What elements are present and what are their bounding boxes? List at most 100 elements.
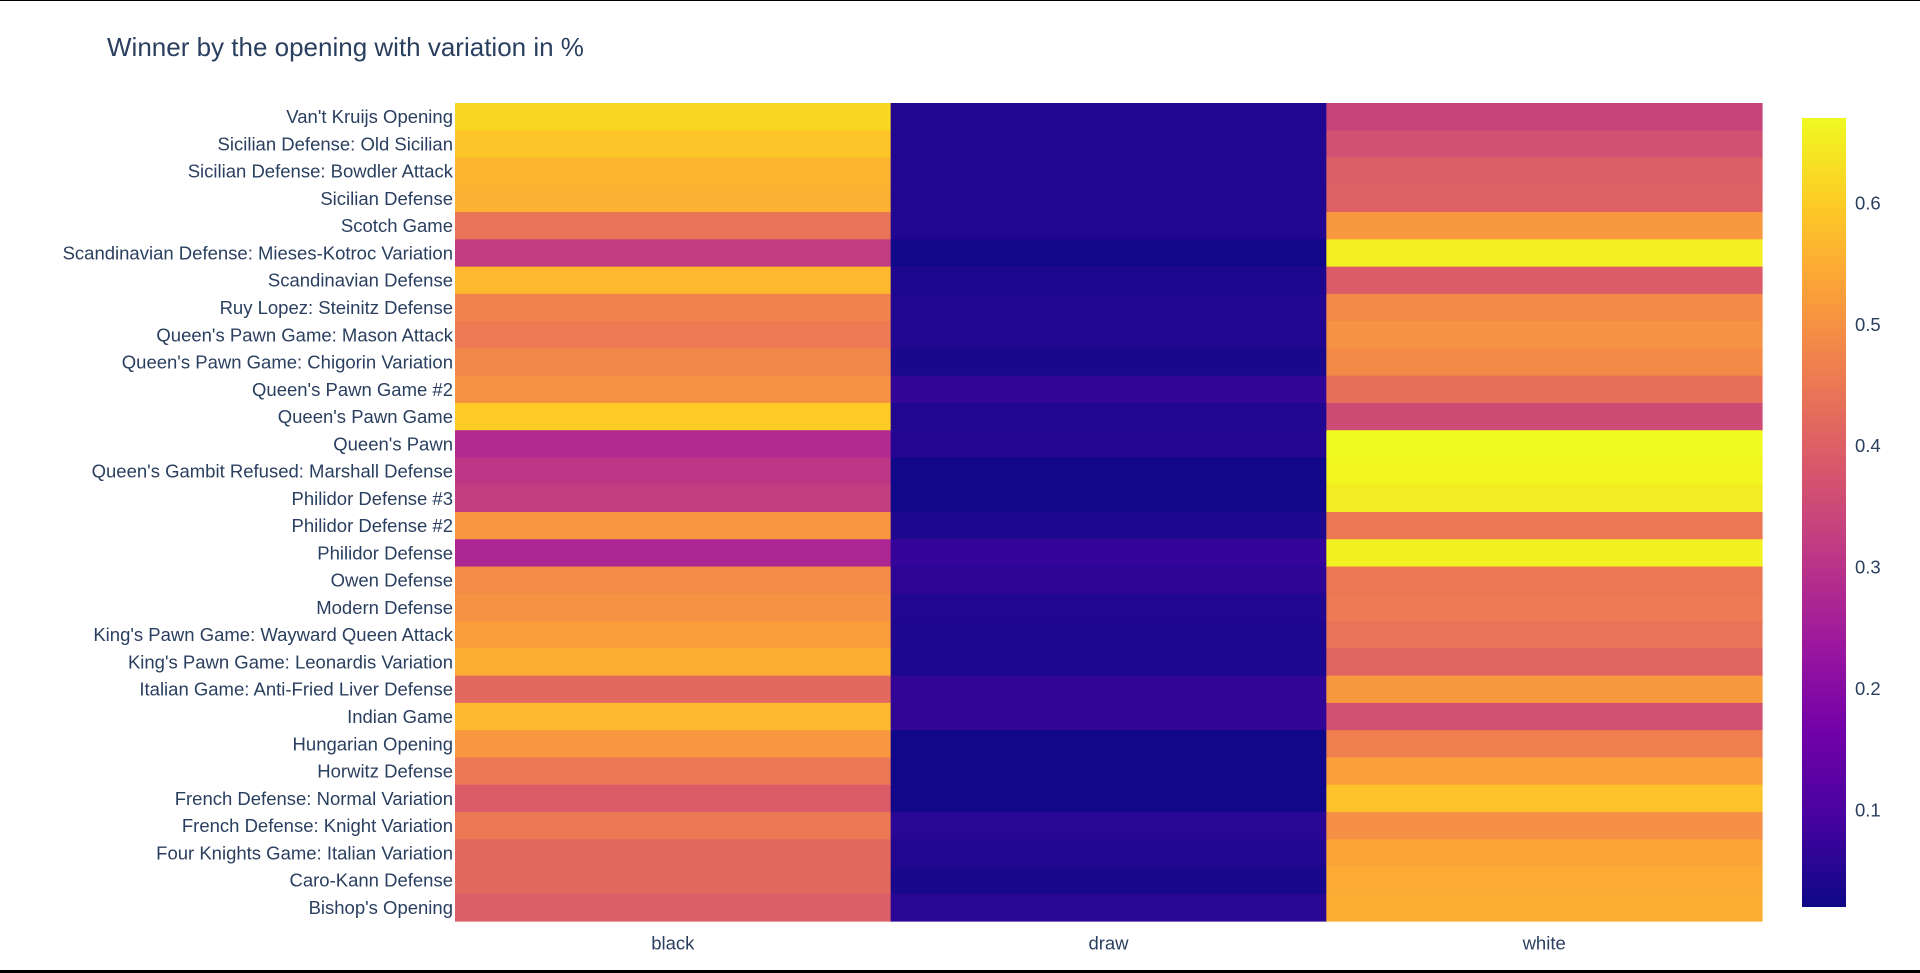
heatmap-cell-queen-s-gambit-refused-marshall-defense-black xyxy=(455,457,892,486)
y-tick-label: Hungarian Opening xyxy=(293,733,453,754)
heatmap-cell-sicilian-defense-old-sicilian-draw xyxy=(890,130,1327,159)
y-tick-label: Indian Game xyxy=(347,706,453,727)
heatmap-cell-modern-defense-white xyxy=(1326,593,1763,622)
y-tick-label: Four Knights Game: Italian Variation xyxy=(156,842,453,863)
heatmap-cell-bishop-s-opening-draw xyxy=(890,893,1327,922)
heatmap-cell-scandinavian-defense-mieses-kotroc-variation-black xyxy=(455,239,892,268)
heatmap-cell-indian-game-white xyxy=(1326,702,1763,731)
y-tick-label: Queen's Pawn Game: Chigorin Variation xyxy=(122,352,453,373)
heatmap-cell-scandinavian-defense-mieses-kotroc-variation-white xyxy=(1326,239,1763,268)
y-tick-label: Queen's Pawn Game xyxy=(278,406,453,427)
heatmap-cell-owen-defense-white xyxy=(1326,566,1763,595)
y-tick-label: Queen's Pawn Game #2 xyxy=(252,379,453,400)
y-tick-label: King's Pawn Game: Wayward Queen Attack xyxy=(93,624,453,645)
heatmap-cell-horwitz-defense-draw xyxy=(890,757,1327,786)
heatmap-cell-owen-defense-black xyxy=(455,566,892,595)
heatmap-cell-indian-game-black xyxy=(455,702,892,731)
heatmap-cell-scandinavian-defense-white xyxy=(1326,266,1763,295)
heatmap-cell-hungarian-opening-draw xyxy=(890,730,1327,758)
y-tick-label: Scotch Game xyxy=(341,215,453,236)
y-tick-label: Scandinavian Defense xyxy=(268,270,453,291)
heatmap-cell-king-s-pawn-game-wayward-queen-attack-white xyxy=(1326,621,1763,649)
heatmap-cell-king-s-pawn-game-leonardis-variation-draw xyxy=(890,648,1327,677)
heatmap-cell-scotch-game-black xyxy=(455,212,892,240)
heatmap-cell-caro-kann-defense-draw xyxy=(890,866,1327,895)
top-border xyxy=(0,0,1920,1)
heatmap-cell-queen-s-pawn-draw xyxy=(890,430,1327,459)
y-tick-label: French Defense: Knight Variation xyxy=(182,815,453,836)
colorbar-tick-label: 0.6 xyxy=(1855,192,1881,213)
y-tick-label: Owen Defense xyxy=(331,570,453,591)
heatmap-cells xyxy=(455,103,1763,922)
colorbar-tick-label: 0.4 xyxy=(1855,435,1881,456)
y-tick-label: Queen's Pawn xyxy=(333,433,453,454)
y-tick-label: Philidor Defense #2 xyxy=(292,515,453,536)
y-tick-label: Queen's Gambit Refused: Marshall Defense xyxy=(92,461,453,482)
x-tick-label: white xyxy=(1522,933,1566,954)
heatmap-cell-italian-game-anti-fried-liver-defense-draw xyxy=(890,675,1327,704)
heatmap-cell-queen-s-pawn-game-chigorin-variation-black xyxy=(455,348,892,377)
heatmap-cell-queen-s-pawn-game-2-draw xyxy=(890,375,1327,404)
heatmap-cell-philidor-defense-3-black xyxy=(455,484,892,513)
y-tick-label: French Defense: Normal Variation xyxy=(175,788,453,809)
heatmap-cell-van-t-kruijs-opening-white xyxy=(1326,103,1763,131)
heatmap-cell-ruy-lopez-steinitz-defense-white xyxy=(1326,293,1763,322)
heatmap-cell-queen-s-pawn-game-mason-attack-black xyxy=(455,321,892,349)
heatmap-cell-caro-kann-defense-white xyxy=(1326,866,1763,895)
heatmap-cell-queen-s-pawn-game-chigorin-variation-white xyxy=(1326,348,1763,377)
y-tick-label: King's Pawn Game: Leonardis Variation xyxy=(128,651,453,672)
colorbar-tick-label: 0.1 xyxy=(1855,799,1881,820)
y-tick-label: Ruy Lopez: Steinitz Defense xyxy=(220,297,453,318)
heatmap-cell-queen-s-pawn-white xyxy=(1326,430,1763,459)
heatmap-cell-queen-s-pawn-game-draw xyxy=(890,402,1327,431)
heatmap-cell-hungarian-opening-white xyxy=(1326,730,1763,758)
heatmap-cell-horwitz-defense-white xyxy=(1326,757,1763,786)
heatmap-cell-bishop-s-opening-white xyxy=(1326,893,1763,922)
y-tick-label: Queen's Pawn Game: Mason Attack xyxy=(156,324,453,345)
heatmap-cell-french-defense-knight-variation-white xyxy=(1326,811,1763,840)
heatmap-cell-queen-s-pawn-game-2-white xyxy=(1326,375,1763,404)
y-tick-label: Van't Kruijs Opening xyxy=(286,106,453,127)
heatmap-cell-scandinavian-defense-draw xyxy=(890,266,1327,295)
y-tick-label: Bishop's Opening xyxy=(309,897,453,918)
heatmap-cell-philidor-defense-draw xyxy=(890,539,1327,568)
heatmap-cell-queen-s-pawn-game-black xyxy=(455,402,892,431)
heatmap-cell-philidor-defense-white xyxy=(1326,539,1763,568)
bottom-border xyxy=(0,970,1920,973)
heatmap-cell-king-s-pawn-game-leonardis-variation-black xyxy=(455,648,892,677)
chart-title: Winner by the opening with variation in … xyxy=(107,32,584,62)
y-tick-label: Horwitz Defense xyxy=(317,761,453,782)
heatmap-cell-scandinavian-defense-mieses-kotroc-variation-draw xyxy=(890,239,1327,268)
heatmap-cell-van-t-kruijs-opening-black xyxy=(455,103,892,131)
heatmap-cell-italian-game-anti-fried-liver-defense-black xyxy=(455,675,892,704)
heatmap-cell-four-knights-game-italian-variation-draw xyxy=(890,839,1327,868)
heatmap-cell-modern-defense-black xyxy=(455,593,892,622)
x-tick-label: black xyxy=(651,933,695,954)
heatmap-cell-sicilian-defense-bowdler-attack-draw xyxy=(890,157,1327,186)
heatmap-cell-ruy-lopez-steinitz-defense-black xyxy=(455,293,892,322)
heatmap-cell-italian-game-anti-fried-liver-defense-white xyxy=(1326,675,1763,704)
heatmap-cell-french-defense-knight-variation-draw xyxy=(890,811,1327,840)
heatmap-cell-van-t-kruijs-opening-draw xyxy=(890,103,1327,131)
y-tick-label: Sicilian Defense xyxy=(320,188,453,209)
heatmap-cell-horwitz-defense-black xyxy=(455,757,892,786)
heatmap-cell-philidor-defense-3-white xyxy=(1326,484,1763,513)
y-tick-label: Sicilian Defense: Old Sicilian xyxy=(218,133,453,154)
heatmap-cell-french-defense-normal-variation-draw xyxy=(890,784,1327,813)
heatmap-cell-queen-s-pawn-black xyxy=(455,430,892,459)
colorbar-tick-label: 0.5 xyxy=(1855,314,1881,335)
heatmap-cell-four-knights-game-italian-variation-white xyxy=(1326,839,1763,868)
heatmap-cell-scotch-game-white xyxy=(1326,212,1763,240)
heatmap-cell-philidor-defense-2-white xyxy=(1326,512,1763,540)
heatmap-cell-king-s-pawn-game-wayward-queen-attack-draw xyxy=(890,621,1327,649)
heatmap-cell-queen-s-gambit-refused-marshall-defense-white xyxy=(1326,457,1763,486)
y-tick-label: Italian Game: Anti-Fried Liver Defense xyxy=(139,679,453,700)
y-tick-label: Scandinavian Defense: Mieses-Kotroc Vari… xyxy=(63,242,453,263)
heatmap-cell-queen-s-pawn-game-2-black xyxy=(455,375,892,404)
x-tick-label: draw xyxy=(1088,933,1129,954)
heatmap-cell-queen-s-pawn-game-chigorin-variation-draw xyxy=(890,348,1327,377)
heatmap-cell-four-knights-game-italian-variation-black xyxy=(455,839,892,868)
heatmap-cell-modern-defense-draw xyxy=(890,593,1327,622)
heatmap-cell-scandinavian-defense-black xyxy=(455,266,892,295)
